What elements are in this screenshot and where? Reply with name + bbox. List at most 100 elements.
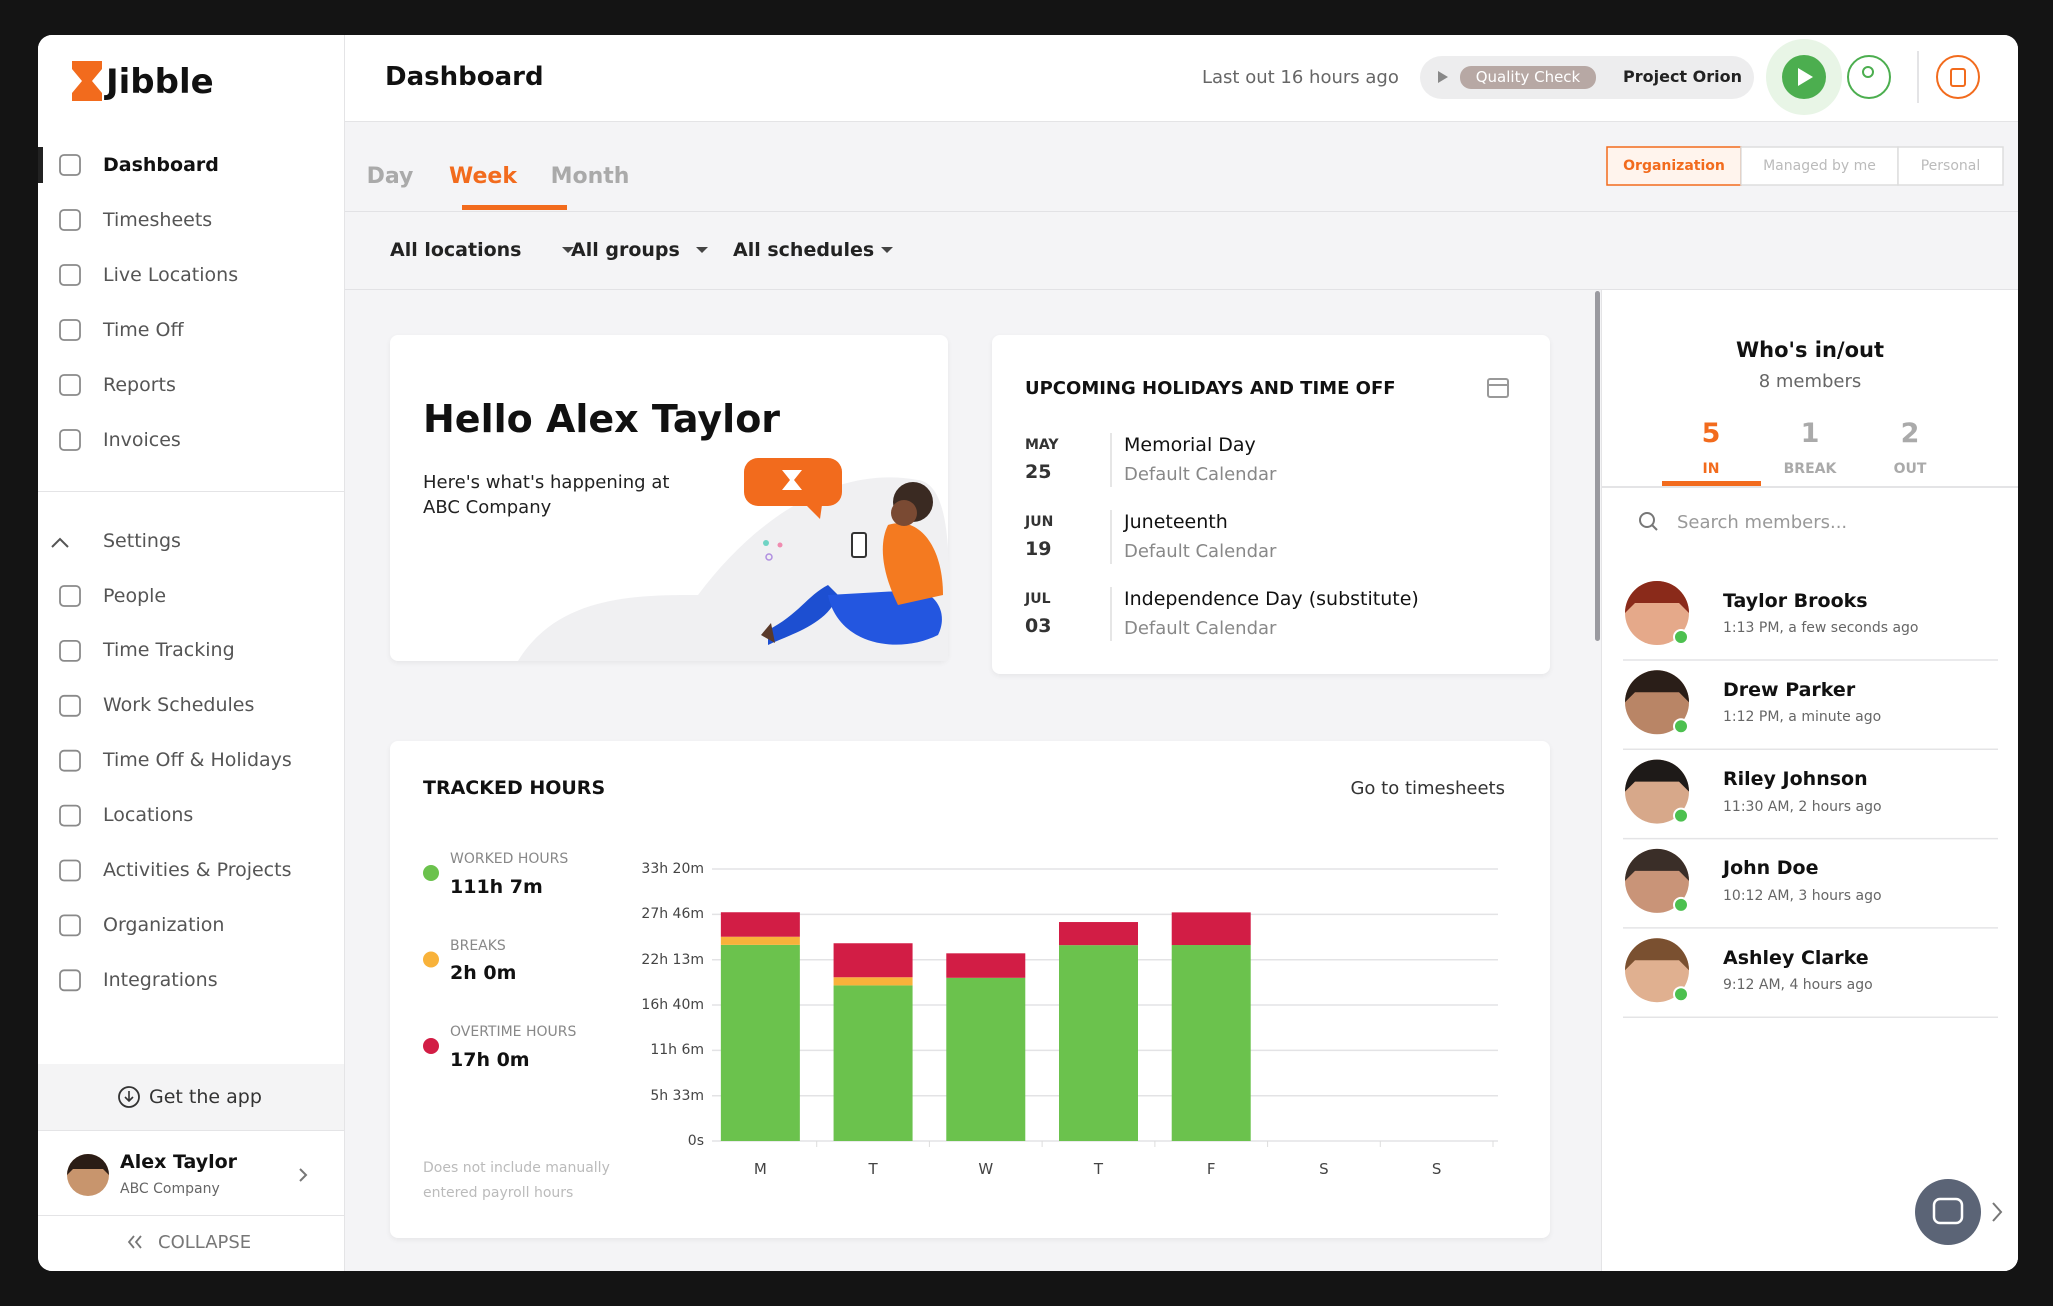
nav-icon — [59, 749, 81, 772]
scope-label[interactable]: Managed by me — [1763, 158, 1876, 174]
active-indicator — [38, 147, 43, 183]
member-name[interactable]: Ashley Clarke — [1723, 946, 1869, 969]
user-chevron[interactable] — [299, 1168, 308, 1182]
nav-item[interactable]: Invoices — [103, 428, 181, 451]
holiday-day: 25 — [1025, 460, 1052, 483]
x-tick-label: M — [753, 1159, 767, 1178]
nav-item[interactable]: Time Tracking — [103, 639, 235, 662]
x-tick-label: S — [1431, 1159, 1442, 1178]
user-company: ABC Company — [120, 1181, 220, 1197]
search-icon — [1639, 512, 1655, 528]
person-body — [882, 523, 943, 605]
person-foot — [761, 623, 775, 643]
y-tick-label: 27h 46m — [641, 906, 704, 923]
scope-label[interactable]: Organization — [1623, 158, 1725, 174]
nav-item[interactable]: Integrations — [103, 968, 218, 991]
hello-text: Here's what's happening at ABC Company — [423, 472, 670, 518]
holiday-calendar: Default Calendar — [1124, 617, 1277, 639]
nav-item[interactable]: Time Off — [103, 318, 184, 341]
nav-item[interactable]: Activities & Projects — [103, 859, 292, 881]
member-name[interactable]: Drew Parker — [1723, 678, 1856, 701]
status-label[interactable]: IN — [1702, 461, 1720, 477]
nav-section[interactable]: Settings — [103, 529, 181, 552]
holiday-name: Independence Day (substitute) — [1124, 587, 1419, 610]
nav-item[interactable]: People — [103, 584, 167, 607]
nav-item[interactable]: Locations — [103, 804, 194, 827]
online-dot — [1673, 629, 1689, 645]
nav-item[interactable]: Dashboard — [103, 153, 219, 176]
notes-button[interactable] — [1936, 55, 1980, 99]
get-app-band — [38, 1064, 344, 1131]
bubble-icon — [782, 470, 802, 490]
bar-segment — [1059, 922, 1138, 946]
online-dot — [1673, 896, 1689, 913]
holidays-card — [992, 335, 1550, 674]
chart-title: TRACKED HOURS — [423, 776, 606, 799]
bar-segment — [946, 977, 1026, 1141]
nav-item[interactable]: Live Locations — [103, 263, 239, 286]
logo-text: Jibble — [106, 62, 214, 102]
status-count[interactable]: 5 — [1701, 418, 1721, 449]
x-tick-label: F — [1206, 1159, 1216, 1178]
member-time: 9:12 AM, 4 hours ago — [1723, 977, 1873, 994]
nav-icon — [59, 374, 81, 396]
status-count[interactable]: 2 — [1900, 418, 1920, 449]
scope-label[interactable]: Personal — [1920, 158, 1981, 174]
member-hair — [1625, 759, 1689, 792]
tab[interactable]: Week — [449, 163, 517, 189]
member-name[interactable]: Taylor Brooks — [1723, 589, 1868, 612]
filter[interactable]: All groups — [571, 238, 680, 261]
member-hair — [1625, 581, 1689, 613]
nav-item[interactable]: Organization — [103, 913, 225, 936]
holiday-name: Memorial Day — [1124, 433, 1256, 456]
nav-item[interactable]: Reports — [103, 373, 176, 396]
nav-icon — [59, 969, 81, 992]
member-time: 1:13 PM, a few seconds ago — [1723, 620, 1919, 636]
panel-chevron[interactable] — [1992, 1202, 2003, 1222]
legend-label: WORKED HOURS — [450, 851, 569, 867]
status-label[interactable]: BREAK — [1783, 461, 1837, 477]
scope-button — [1740, 146, 1899, 186]
member-name[interactable]: John Doe — [1723, 857, 1819, 880]
collapse[interactable]: COLLAPSE — [158, 1231, 252, 1253]
scope-button — [1897, 146, 2004, 186]
chart-note: Does not include manually entered payrol… — [423, 1160, 610, 1201]
filter[interactable]: All schedules — [733, 238, 875, 261]
get-app[interactable]: Get the app — [149, 1085, 262, 1108]
scope-button — [1606, 146, 1742, 186]
x-tick-label: T — [1093, 1159, 1104, 1178]
activity-tag — [1460, 66, 1596, 89]
member-hair — [1625, 848, 1689, 881]
nav-item[interactable]: Timesheets — [103, 208, 213, 231]
legend-total: 111h 7m — [450, 875, 543, 898]
chart-link[interactable]: Go to timesheets — [1350, 777, 1505, 799]
member-name[interactable]: Riley Johnson — [1723, 768, 1868, 791]
y-tick-label: 11h 6m — [650, 1042, 704, 1059]
play-icon — [1798, 68, 1813, 86]
nav-icon — [59, 694, 81, 717]
member-time: 10:12 AM, 3 hours ago — [1723, 887, 1882, 904]
tab[interactable]: Month — [550, 163, 630, 189]
chat-button[interactable] — [1915, 1179, 1981, 1245]
nav-item[interactable]: Work Schedules — [103, 694, 255, 717]
search-input[interactable]: Search members... — [1677, 511, 1848, 533]
sparkle — [765, 553, 773, 561]
status-count[interactable]: 1 — [1800, 418, 1820, 449]
status-label[interactable]: OUT — [1893, 461, 1927, 477]
app-screen: Jibble Dashboard Timesheets Live Locations T… — [38, 35, 2018, 1271]
filter-caret — [881, 247, 893, 253]
person-legs — [828, 590, 942, 645]
collapse-icon — [127, 1235, 142, 1249]
holiday-day: 03 — [1025, 614, 1052, 637]
sparkle — [777, 542, 783, 548]
filter[interactable]: All locations — [390, 238, 522, 261]
tab[interactable]: Day — [366, 163, 414, 189]
y-tick-label: 33h 20m — [641, 861, 704, 877]
nav-icon — [59, 429, 81, 451]
x-tick-label: W — [978, 1159, 994, 1178]
nav-item[interactable]: Time Off & Holidays — [103, 749, 292, 772]
holiday-day: 19 — [1025, 537, 1052, 560]
bar-segment — [720, 912, 800, 937]
bar-segment — [720, 944, 800, 1141]
